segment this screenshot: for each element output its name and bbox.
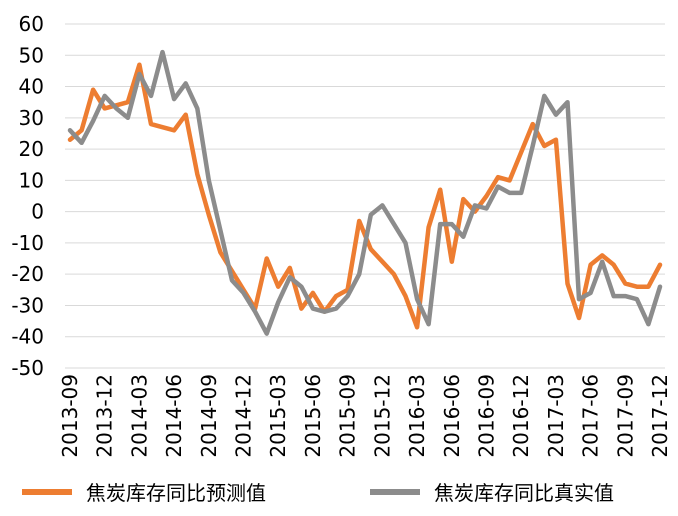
- y-tick-label: -20: [11, 262, 44, 286]
- series-line-actual: [67, 49, 663, 336]
- x-tick-label: 2014-06: [162, 374, 186, 458]
- x-tick-label: 2017-09: [613, 374, 637, 458]
- y-tick-label: 30: [19, 106, 44, 130]
- y-tick-label: -10: [11, 231, 44, 255]
- y-tick-label: -50: [11, 356, 44, 380]
- y-axis-ticks: 60 50 40 30 20 10 0 -10 -20 -30 -40 -50: [11, 12, 44, 380]
- x-tick-label: 2014-12: [232, 374, 256, 458]
- y-tick-label: 20: [19, 137, 44, 161]
- x-tick-label: 2016-06: [440, 374, 464, 458]
- legend-item-actual: 焦炭库存同比真实值: [370, 481, 614, 505]
- y-tick-label: 50: [19, 43, 44, 67]
- y-tick-label: 0: [31, 200, 44, 224]
- legend: 焦炭库存同比预测值 焦炭库存同比真实值: [22, 481, 614, 505]
- x-tick-label: 2013-12: [93, 374, 117, 458]
- legend-label-forecast: 焦炭库存同比预测值: [86, 481, 266, 505]
- x-tick-label: 2017-12: [648, 374, 672, 458]
- x-tick-label: 2015-03: [266, 374, 290, 458]
- y-tick-label: -40: [11, 325, 44, 349]
- series-lines: [67, 49, 663, 336]
- x-axis-ticks: 2013-09 2013-12 2014-03 2014-06 2014-09 2014-…: [58, 374, 672, 458]
- x-tick-label: 2016-09: [474, 374, 498, 458]
- y-tick-label: 10: [19, 168, 44, 192]
- x-tick-label: 2013-09: [58, 374, 82, 458]
- x-tick-label: 2015-06: [301, 374, 325, 458]
- x-tick-label: 2015-12: [370, 374, 394, 458]
- x-tick-label: 2017-03: [544, 374, 568, 458]
- x-tick-label: 2014-09: [197, 374, 221, 458]
- x-tick-label: 2017-06: [579, 374, 603, 458]
- x-tick-label: 2016-03: [405, 374, 429, 458]
- y-tick-label: 40: [19, 75, 44, 99]
- x-tick-label: 2015-09: [336, 374, 360, 458]
- y-tick-label: 60: [19, 12, 44, 36]
- y-tick-label: -30: [11, 293, 44, 317]
- x-tick-label: 2014-03: [127, 374, 151, 458]
- x-tick-label: 2016-12: [509, 374, 533, 458]
- legend-label-actual: 焦炭库存同比真实值: [434, 481, 614, 505]
- legend-item-forecast: 焦炭库存同比预测值: [22, 481, 266, 505]
